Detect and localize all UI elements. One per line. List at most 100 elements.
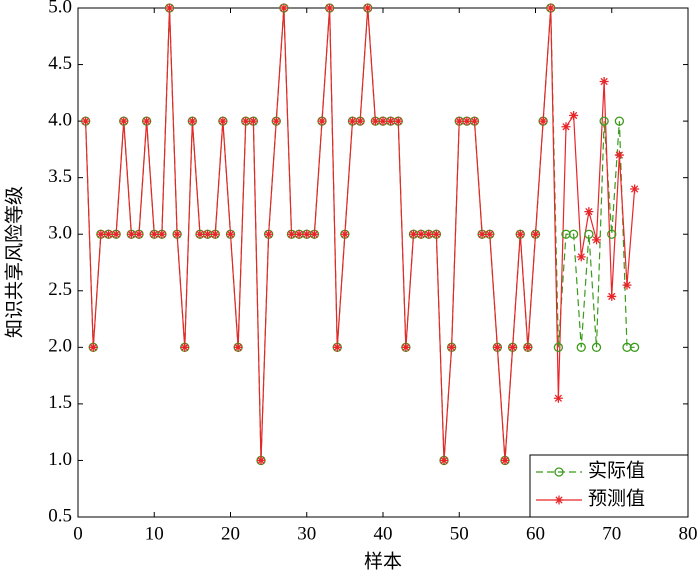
point	[378, 116, 388, 126]
point	[264, 229, 274, 239]
point	[363, 3, 373, 13]
point	[629, 342, 640, 352]
point	[126, 229, 136, 239]
x-axis-label: 样本	[364, 550, 402, 572]
y-tick-label: 3.5	[48, 166, 72, 187]
point	[584, 229, 594, 239]
point	[622, 280, 632, 290]
point	[431, 229, 441, 239]
point	[538, 116, 548, 126]
point	[96, 229, 106, 239]
point	[325, 3, 335, 13]
point	[142, 116, 152, 126]
point	[157, 229, 167, 239]
point	[409, 229, 418, 239]
y-tick-label: 1.5	[48, 392, 72, 413]
point	[233, 342, 243, 352]
point	[119, 116, 129, 126]
point	[561, 122, 571, 132]
legend-box	[529, 454, 689, 518]
point	[149, 229, 159, 239]
point	[576, 252, 586, 262]
point	[477, 229, 487, 239]
point	[279, 3, 289, 13]
y-tick-label: 5.0	[48, 0, 72, 17]
point	[195, 229, 205, 239]
point	[447, 342, 457, 352]
x-tick-label: 20	[221, 523, 240, 544]
legend-label: 实际值	[588, 459, 645, 481]
point	[599, 116, 609, 126]
point	[470, 116, 479, 126]
y-tick-label: 4.0	[48, 109, 72, 130]
point	[546, 3, 556, 13]
point	[218, 116, 228, 126]
legend-marker	[554, 495, 564, 505]
point	[439, 455, 449, 465]
x-tick-label: 70	[602, 523, 621, 544]
point	[508, 342, 518, 352]
point	[317, 116, 327, 126]
point	[599, 77, 609, 87]
point	[294, 229, 304, 239]
point	[226, 229, 235, 239]
point	[203, 229, 213, 239]
point	[104, 229, 113, 239]
y-axis-label: 知识共享风险等级	[3, 186, 25, 338]
point	[81, 116, 91, 126]
point	[340, 229, 350, 239]
y-tick-label: 3.0	[48, 223, 72, 244]
point	[614, 150, 624, 160]
point	[592, 235, 601, 245]
point	[416, 229, 426, 239]
x-tick-label: 10	[145, 523, 164, 544]
y-tick-label: 4.5	[48, 53, 72, 74]
point	[614, 116, 625, 126]
x-tick-label: 30	[297, 523, 316, 544]
point	[393, 116, 403, 126]
point	[569, 110, 579, 120]
point	[492, 342, 502, 352]
point	[485, 229, 495, 239]
point	[309, 229, 319, 239]
point	[370, 116, 380, 126]
point	[187, 116, 197, 126]
point	[576, 342, 586, 352]
x-tick-label: 60	[526, 523, 545, 544]
point	[531, 229, 540, 239]
point	[271, 116, 281, 126]
x-tick-label: 50	[450, 523, 469, 544]
point	[355, 116, 365, 126]
point	[607, 229, 617, 239]
point	[500, 455, 510, 465]
point	[454, 116, 464, 126]
point	[462, 116, 472, 126]
point	[523, 342, 533, 352]
y-tick-label: 0.5	[48, 505, 72, 526]
point	[584, 207, 594, 217]
y-tick-label: 2.5	[48, 279, 72, 300]
point	[553, 393, 563, 403]
y-tick-label: 1.0	[48, 449, 72, 470]
point	[302, 229, 312, 239]
point	[607, 291, 617, 301]
point	[630, 184, 640, 194]
point	[591, 342, 602, 352]
point	[180, 342, 190, 352]
point	[111, 229, 121, 239]
point	[172, 229, 182, 239]
point	[210, 229, 220, 239]
x-tick-label: 40	[374, 523, 393, 544]
plot-frame	[77, 7, 689, 518]
point	[165, 3, 174, 13]
legend-label: 预测值	[588, 487, 645, 509]
point	[348, 116, 357, 126]
point	[287, 229, 296, 239]
point	[424, 229, 434, 239]
point	[241, 116, 251, 126]
x-tick-label: 0	[73, 523, 83, 544]
legend-marker	[554, 467, 564, 477]
point	[401, 342, 411, 352]
